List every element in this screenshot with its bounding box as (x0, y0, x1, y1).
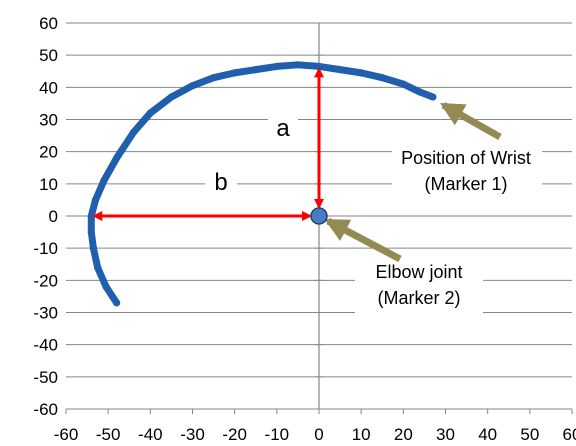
trajectory-point (89, 244, 98, 252)
y-tick-label: 0 (49, 207, 58, 226)
x-tick-label: -60 (54, 425, 79, 444)
y-tick-label: 30 (39, 111, 58, 130)
y-tick-label: -60 (33, 400, 58, 419)
trajectory-point (113, 154, 121, 162)
trajectory-point (87, 228, 95, 236)
trajectory-point (429, 93, 437, 101)
x-tick-label: 0 (314, 425, 323, 444)
wrist-pointer-arrow (439, 101, 502, 141)
elbow-label-line-1: Elbow joint (375, 262, 462, 282)
trajectory-point (336, 66, 344, 74)
trajectory-point (146, 109, 154, 117)
y-tick-label: 50 (39, 46, 58, 65)
y-tick-label: 10 (39, 175, 58, 194)
label-b-background (205, 166, 237, 198)
x-tick-label: -40 (138, 425, 163, 444)
y-tick-label: 60 (39, 14, 58, 33)
trajectory-point (231, 69, 239, 77)
data-series (87, 61, 437, 307)
trajectory-point (102, 283, 110, 291)
elbow-label-background (355, 258, 483, 313)
trajectory-point (357, 69, 365, 77)
dimension-label-a: a (276, 115, 290, 142)
trajectory-point (129, 128, 138, 136)
annotations (92, 67, 542, 313)
trajectory-point (399, 80, 407, 88)
trajectory-point (315, 62, 323, 71)
y-tick-label: -10 (33, 239, 58, 258)
y-tick-label: -20 (33, 271, 58, 290)
x-tick-label: 10 (352, 425, 371, 444)
y-tick-label: 40 (39, 78, 58, 97)
trajectory-point (273, 62, 281, 71)
label-a-background (268, 111, 298, 143)
x-tick-label: -10 (265, 425, 290, 444)
x-tick-label: -50 (96, 425, 121, 444)
x-tick-label: 20 (394, 425, 413, 444)
y-tick-label: -50 (33, 368, 58, 387)
x-tick-label: 60 (563, 425, 576, 444)
wrist-label-background (392, 143, 542, 198)
trajectory-point (209, 74, 218, 82)
wrist-label-line-1: Position of Wrist (401, 148, 531, 168)
trajectory-point (188, 82, 197, 90)
trajectory-point (113, 299, 121, 307)
trajectory-point (87, 212, 95, 220)
tick-labels: 60 50 40 30 20 10 0 -10 -20 -30 -40 -50 -60 -60 -50 -40… (33, 14, 576, 444)
y-tick-label: 20 (39, 143, 58, 162)
y-tick-label: -40 (33, 336, 58, 355)
trajectory-point (91, 196, 100, 204)
elbow-pointer-arrow (324, 217, 402, 263)
x-tick-label: 30 (436, 425, 455, 444)
elbow-label-line-2: (Marker 2) (377, 288, 460, 308)
trajectory-point (94, 263, 102, 272)
trajectory-point (252, 66, 260, 74)
dimension-label-b: b (214, 169, 227, 196)
x-tick-label: 40 (478, 425, 497, 444)
trajectory-point (416, 88, 424, 96)
trajectory-point (167, 93, 176, 101)
x-tick-label: -30 (180, 425, 205, 444)
y-tick-label: -30 (33, 304, 58, 323)
trajectory-point (294, 61, 302, 69)
elbow-joint-marker (310, 207, 328, 225)
trajectory-point (100, 177, 108, 185)
trajectory-point (378, 74, 386, 82)
x-tick-label: 50 (520, 425, 539, 444)
x-tick-label: -20 (222, 425, 247, 444)
wrist-label-line-2: (Marker 1) (424, 174, 507, 194)
